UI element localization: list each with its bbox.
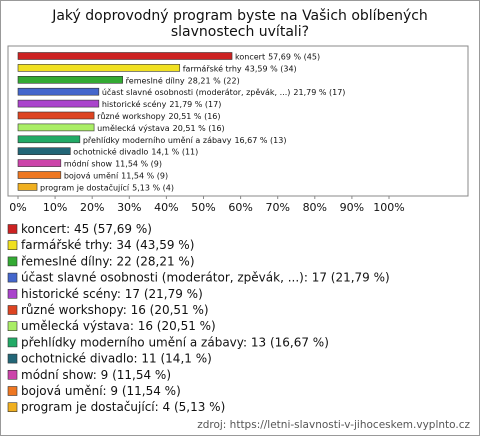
legend-label: bojová umění: 9 (11,54 %) [21,384,181,398]
legend-label: různé workshopy: 16 (20,51 %) [21,303,209,317]
bar-value-label: 16,67 % (13) [234,135,286,144]
legend-swatch [7,321,18,332]
legend-label: farmářské trhy: 34 (43,59 %) [21,238,194,252]
bar [17,123,95,132]
legend-swatch [7,369,18,380]
legend-label: módní show: 9 (11,54 %) [21,368,171,382]
chart-title: Jaký doprovodný program byste na Vašich … [52,8,428,40]
bar-label: program je dostačující 5,13 % (4) [40,182,174,192]
legend-label: ochotnické divadlo: 11 (14,1 %) [21,352,212,366]
bar [17,159,62,167]
legend-swatch [7,305,18,315]
bar-label-category: módní show [64,158,113,168]
x-tick-label: 30% [117,201,141,214]
legend-swatch [7,224,18,234]
source: zdroj: https://letni-slavnosti-v-jihoces… [197,419,470,431]
bar-value-label: 14,1 % (11) [151,147,198,156]
bar-value-label: 21,79 % (17) [293,88,345,97]
x-tick-label: 90% [340,201,364,214]
legend-label: umělecká výstava: 16 (20,51 %) [21,319,216,333]
x-tick-label: 70% [265,201,289,214]
legend-swatch [7,240,18,250]
legend-label: historické scény: 17 (21,79 %) [21,287,203,301]
bar-label-category: umělecká výstava [97,123,170,132]
bar [17,99,100,108]
x-tick-label: 100% [373,201,404,214]
bar-label-category: koncert [235,52,265,61]
bar-label-category: historické scény [102,99,167,109]
bar [17,87,100,96]
bar [17,52,233,60]
bar [17,183,38,191]
bar-label-category: přehlídky moderního umění a zábavy [83,135,232,144]
bar-value-label: 57,69 % (45) [268,52,320,61]
x-tick-label: 20% [80,201,104,214]
x-tick-label: 10% [43,201,67,214]
bar [17,135,81,144]
legend-label: koncert: 45 (57,69 %) [21,222,152,236]
bar-label: farmářské trhy 43,59 % (34) [183,63,297,73]
bar-label: historické scény 21,79 % (17) [102,99,222,109]
x-tick-label: 80% [303,201,327,214]
bar-label-category: různé workshopy [97,111,166,121]
bar-label: přehlídky moderního umění a zábavy 16,67 … [83,135,287,144]
bar-value-label: 43,59 % (34) [245,64,297,73]
bar-value-label: 20,51 % (16) [168,112,220,121]
bar [17,76,123,84]
bar-label: řemeslné dílny 28,21 % (22) [126,75,240,85]
bar-value-label: 11,54 % (9) [121,171,168,180]
bar-label: ochotnické divadlo 14,1 % (11) [73,146,198,156]
bar [17,64,181,72]
legend-label: účast slavné osobnosti (moderátor, zpěvá… [21,271,390,285]
bar-label: umělecká výstava 20,51 % (16) [97,123,225,132]
bar-label-category: program je dostačující [40,182,130,192]
bar-value-label: 28,21 % (22) [188,76,240,85]
legend-swatch [7,353,18,364]
legend-swatch [7,256,18,267]
x-tick-label: 40% [154,201,178,214]
legend-label: řemeslné dílny: 22 (28,21 %) [21,254,195,268]
legend-swatch [7,272,18,283]
bar-label-category: řemeslné dílny [126,75,185,85]
bar-label-category: bojová umění [64,171,119,180]
bar-label: koncert 57,69 % (45) [235,52,320,61]
bar-value-label: 20,51 % (16) [173,123,225,132]
legend-label: program je dostačující: 4 (5,13 %) [21,400,225,414]
bar-label: módní show 11,54 % (9) [64,158,162,168]
bar-label: účast slavné osobnosti (moderátor, zpěvá… [102,87,346,97]
bar-value-label: 5,13 % (4) [132,183,174,192]
legend-swatch [7,386,18,396]
bar-label: různé workshopy 20,51 % (16) [97,111,220,121]
bar [17,111,95,120]
legend-swatch [7,402,18,413]
bar-label-category: farmářské trhy [183,63,242,73]
bar [17,147,71,155]
bar-label: bojová umění 11,54 % (9) [64,171,168,180]
x-tick-label: 50% [191,201,215,214]
legend-label: přehlídky moderního umění a zábavy: 13 (… [21,335,329,349]
bar-label-category: ochotnické divadlo [73,146,148,156]
bar-value-label: 21,79 % (17) [169,100,221,109]
bar-label-category: účast slavné osobnosti (moderátor, zpěvá… [102,87,291,97]
x-tick-label: 0% [9,201,26,214]
x-tick-label: 60% [228,201,252,214]
legend-swatch [7,288,18,299]
legend-swatch [7,337,18,348]
bar [17,171,62,179]
bar-value-label: 11,54 % (9) [115,159,162,168]
